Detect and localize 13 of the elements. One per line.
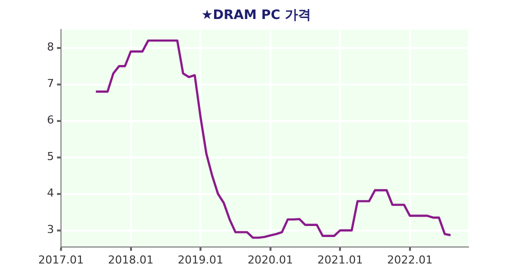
chart-title: ★DRAM PC 가격 [201,8,311,24]
y-tick-label: 5 [47,150,54,164]
x-tick-label: 2018.01 [108,253,154,266]
y-tick-label: 8 [47,40,54,54]
x-tick-label: 2017.01 [38,253,84,266]
y-tick-label: 7 [47,77,54,90]
x-tick-label: 2019.01 [178,253,224,266]
y-tick-label: 6 [47,114,54,127]
x-tick-label: 2021.01 [317,253,363,266]
x-tick-label: 2022.01 [387,253,433,266]
y-tick-label: 4 [47,186,54,200]
x-tick-label: 2020.01 [248,253,294,266]
y-tick-label: 3 [47,223,54,236]
